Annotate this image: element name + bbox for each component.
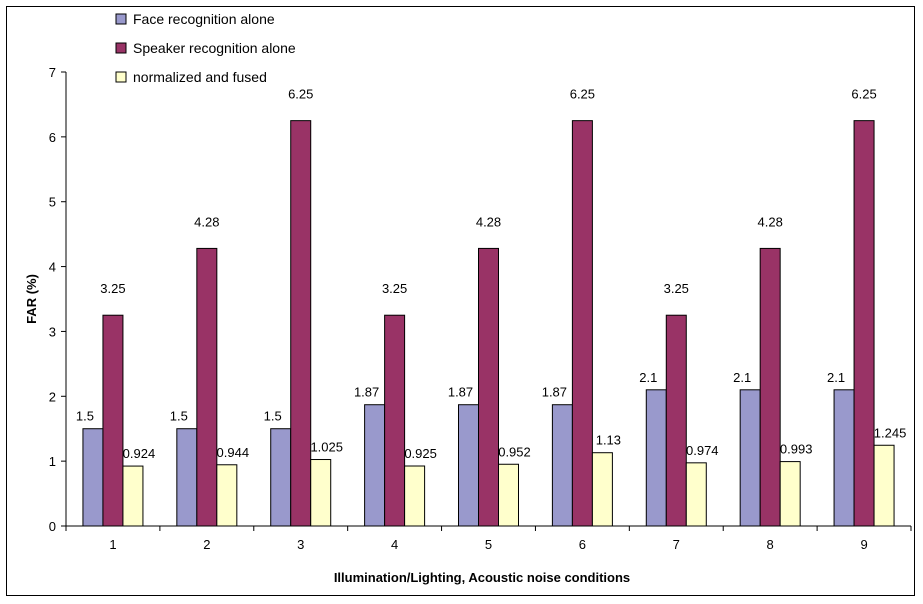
y-tick-label: 7 <box>49 65 56 80</box>
bar-series-1-cat-9 <box>833 389 855 527</box>
x-tick-label: 1 <box>109 537 116 552</box>
data-label: 2.1 <box>733 370 751 385</box>
data-label: 4.28 <box>758 214 783 229</box>
data-label: 1.87 <box>354 385 379 400</box>
x-tick-label: 8 <box>767 537 774 552</box>
x-tick-label: 7 <box>673 537 680 552</box>
data-label: 6.25 <box>570 87 595 102</box>
data-label: 6.25 <box>288 87 313 102</box>
bar-series-2-cat-2 <box>196 247 218 527</box>
x-tick-label: 2 <box>203 537 210 552</box>
x-tick-label: 6 <box>579 537 586 552</box>
legend-swatch <box>115 13 127 25</box>
y-tick-label: 6 <box>49 130 56 145</box>
data-label: 1.5 <box>264 409 282 424</box>
data-label: 3.25 <box>664 281 689 296</box>
y-tick-label: 5 <box>49 195 56 210</box>
bar-series-1-cat-5 <box>458 404 479 527</box>
x-tick-label: 3 <box>297 537 304 552</box>
bar-series-3-cat-3 <box>310 459 332 527</box>
legend-label: normalized and fused <box>133 69 267 85</box>
bar-series-2-cat-7 <box>665 314 687 527</box>
legend-label: Face recognition alone <box>133 11 275 27</box>
bar-series-2-cat-3 <box>290 120 312 527</box>
bar-series-2-cat-4 <box>384 314 406 527</box>
data-label: 0.925 <box>404 446 437 461</box>
y-tick-label: 4 <box>49 260 56 275</box>
bar-series-1-cat-3 <box>270 428 292 527</box>
data-label: 1.245 <box>874 425 907 440</box>
bar-series-3-cat-7 <box>685 462 707 527</box>
data-label: 1.87 <box>542 385 567 400</box>
bar-series-3-cat-4 <box>404 465 426 527</box>
y-tick-label: 3 <box>49 324 56 339</box>
y-tick-label: 1 <box>49 454 56 469</box>
bar-series-1-cat-8 <box>739 389 761 527</box>
y-tick-label: 0 <box>49 519 56 534</box>
data-label: 4.28 <box>194 214 219 229</box>
bar-series-3-cat-5 <box>498 463 519 527</box>
bar-series-3-cat-6 <box>591 452 613 527</box>
bar-series-2-cat-5 <box>478 247 499 527</box>
bar-series-3-cat-1 <box>122 465 144 527</box>
bar-series-1-cat-7 <box>645 389 667 527</box>
data-label: 0.993 <box>780 442 813 457</box>
y-axis-title: FAR (%) <box>24 274 39 324</box>
bar-series-1-cat-2 <box>176 428 198 527</box>
x-tick-label: 4 <box>391 537 398 552</box>
bar-series-1-cat-6 <box>551 404 573 527</box>
x-tick-label: 5 <box>485 537 492 552</box>
bar-series-2-cat-1 <box>102 314 124 527</box>
data-label: 0.974 <box>686 443 719 458</box>
legend: Face recognition alone Speaker recognitio… <box>115 11 296 85</box>
bar-series-1-cat-4 <box>364 404 386 527</box>
bar-series-2-cat-9 <box>853 120 875 527</box>
data-label: 1.13 <box>596 433 621 448</box>
data-label: 1.025 <box>310 440 343 455</box>
data-label: 1.5 <box>170 409 188 424</box>
data-label: 0.924 <box>123 446 156 461</box>
data-labels: 1.5 3.25 0.924 1.5 4.28 0.944 1.5 6.25 1.025 1.87… <box>76 87 906 461</box>
data-label: 2.1 <box>827 370 845 385</box>
data-label: 1.5 <box>76 409 94 424</box>
data-label: 0.944 <box>217 445 250 460</box>
legend-swatch <box>115 42 127 54</box>
bar-series-3-cat-8 <box>779 461 801 527</box>
data-label: 3.25 <box>382 281 407 296</box>
bar-series-2-cat-8 <box>759 247 781 527</box>
bars <box>82 120 895 527</box>
x-axis-title: Illumination/Lighting, Acoustic noise co… <box>334 570 630 585</box>
data-label: 0.952 <box>498 444 531 459</box>
data-label: 6.25 <box>851 87 876 102</box>
bar-series-3-cat-9 <box>873 444 895 527</box>
legend-swatch <box>115 71 127 83</box>
data-label: 2.1 <box>639 370 657 385</box>
data-label: 1.87 <box>448 385 473 400</box>
bar-series-3-cat-2 <box>216 464 238 527</box>
x-tick-label: 9 <box>860 537 867 552</box>
y-tick-label: 2 <box>49 389 56 404</box>
bar-series-1-cat-1 <box>82 428 104 527</box>
legend-label: Speaker recognition alone <box>133 40 296 56</box>
data-label: 4.28 <box>476 214 501 229</box>
bar-series-2-cat-6 <box>571 120 593 527</box>
data-label: 3.25 <box>100 281 125 296</box>
